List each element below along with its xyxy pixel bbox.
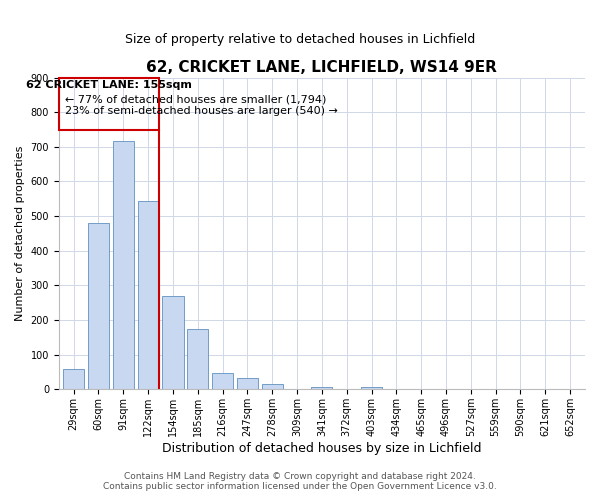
Text: Size of property relative to detached houses in Lichfield: Size of property relative to detached ho…: [125, 32, 475, 46]
Bar: [311, 386, 332, 390]
Bar: [163, 296, 184, 390]
Bar: [88, 223, 109, 390]
Bar: [187, 330, 208, 390]
Bar: [113, 140, 134, 390]
Text: 23% of semi-detached houses are larger (540) →: 23% of semi-detached houses are larger (…: [65, 106, 338, 116]
Bar: [63, 368, 84, 390]
X-axis label: Distribution of detached houses by size in Lichfield: Distribution of detached houses by size …: [162, 442, 482, 455]
Title: 62, CRICKET LANE, LICHFIELD, WS14 9ER: 62, CRICKET LANE, LICHFIELD, WS14 9ER: [146, 60, 497, 75]
Bar: [212, 372, 233, 390]
Text: ← 77% of detached houses are smaller (1,794): ← 77% of detached houses are smaller (1,…: [65, 94, 326, 104]
Text: Contains HM Land Registry data © Crown copyright and database right 2024.: Contains HM Land Registry data © Crown c…: [124, 472, 476, 481]
Y-axis label: Number of detached properties: Number of detached properties: [15, 146, 25, 321]
Text: 62 CRICKET LANE: 155sqm: 62 CRICKET LANE: 155sqm: [26, 80, 191, 90]
Text: Contains public sector information licensed under the Open Government Licence v3: Contains public sector information licen…: [103, 482, 497, 491]
Bar: [137, 200, 158, 390]
Bar: [237, 378, 258, 390]
Bar: [262, 384, 283, 390]
Bar: [361, 387, 382, 390]
